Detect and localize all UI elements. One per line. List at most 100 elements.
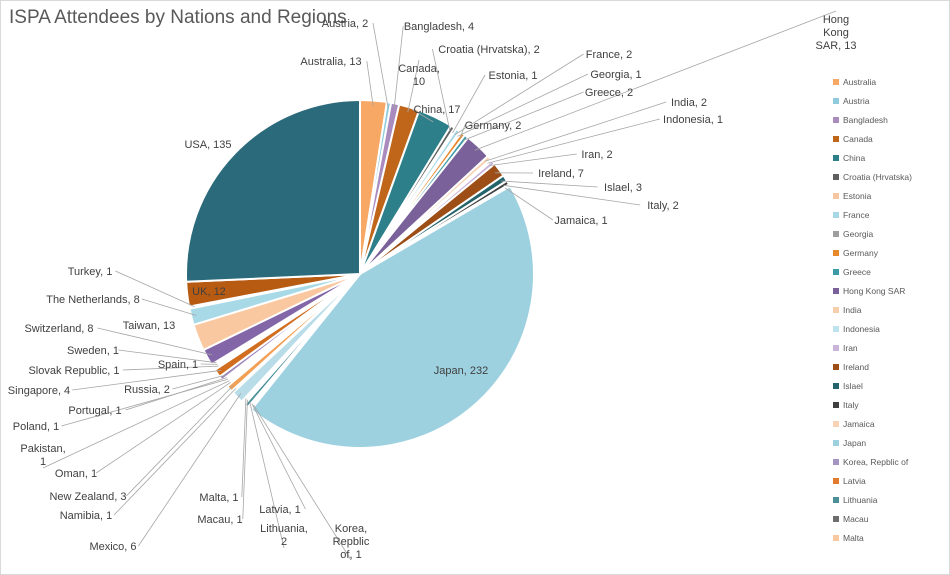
data-label-portugal: Portugal, 1 xyxy=(68,405,121,417)
legend-swatch xyxy=(833,306,839,313)
data-label-new-zealand: New Zealand, 3 xyxy=(49,491,126,503)
data-label-australia: Australia, 13 xyxy=(300,56,361,68)
legend-label: Iran xyxy=(843,342,858,353)
legend-item-japan: Japan xyxy=(833,433,945,452)
legend-label: China xyxy=(843,152,866,163)
data-label-singapore: Singapore, 4 xyxy=(8,385,70,397)
pie-slices xyxy=(185,98,535,449)
legend-item-ireland: Ireland xyxy=(833,357,945,376)
legend-item-malta: Malta xyxy=(833,528,945,547)
legend-swatch xyxy=(833,439,839,446)
legend-label: Malta xyxy=(843,532,864,543)
legend-label: Georgia xyxy=(843,228,874,239)
data-label-macau: Macau, 1 xyxy=(197,514,242,526)
legend-swatch xyxy=(833,173,839,180)
data-label-russia: Russia, 2 xyxy=(124,384,170,396)
leader-line-islael xyxy=(500,180,598,188)
leader-line-iran xyxy=(489,153,577,166)
legend-item-latvia: Latvia xyxy=(833,471,945,490)
legend-item-macau: Macau xyxy=(833,509,945,528)
leader-line-lithuania xyxy=(249,401,285,549)
leader-line-the-netherlands xyxy=(141,298,197,316)
data-label-japan: Japan, 232 xyxy=(434,365,488,377)
legend-swatch xyxy=(833,534,839,541)
legend-label: Italy xyxy=(843,399,859,410)
legend-label: Korea, Repblic of xyxy=(843,456,909,467)
legend-label: Germany xyxy=(843,247,878,258)
data-label-india: India, 2 xyxy=(671,97,707,109)
data-label-slovak-republic: Slovak Republic, 1 xyxy=(28,365,119,377)
data-label-taiwan: Taiwan, 13 xyxy=(123,320,176,332)
legend-swatch xyxy=(833,249,839,256)
leader-line-singapore xyxy=(72,369,222,391)
legend-swatch xyxy=(833,344,839,351)
legend-label: Japan xyxy=(843,437,867,448)
legend-label: Macau xyxy=(843,513,869,524)
legend-swatch xyxy=(833,401,839,408)
data-label-korea-repblic-of: Korea, Repblic of, 1 xyxy=(333,523,370,561)
data-label-mexico: Mexico, 6 xyxy=(89,541,136,553)
leader-line-italy xyxy=(503,184,641,206)
leader-line-indonesia xyxy=(487,118,660,164)
legend-item-bangladesh: Bangladesh xyxy=(833,110,945,129)
data-label-france: France, 2 xyxy=(586,49,632,61)
data-label-indonesia: Indonesia, 1 xyxy=(663,114,723,126)
legend-item-india: India xyxy=(833,300,945,319)
legend-swatch xyxy=(833,97,839,104)
data-label-sweden: Sweden, 1 xyxy=(67,345,119,357)
data-label-ireland: Ireland, 7 xyxy=(538,168,584,180)
legend-item-italy: Italy xyxy=(833,395,945,414)
legend-item-austria: Austria xyxy=(833,91,945,110)
legend-swatch xyxy=(833,78,839,85)
leader-line-estonia xyxy=(452,74,486,134)
data-label-georgia: Georgia, 1 xyxy=(590,69,641,81)
data-label-spain: Spain, 1 xyxy=(158,359,198,371)
leader-line-malta xyxy=(241,398,247,498)
legend-swatch xyxy=(833,135,839,142)
legend-swatch xyxy=(833,477,839,484)
leader-line-canada xyxy=(407,59,420,113)
legend-label: Bangladesh xyxy=(843,114,888,125)
legend-label: Greece xyxy=(843,266,871,277)
leader-line-austria xyxy=(372,22,389,108)
data-label-canada: Canada, 10 xyxy=(398,63,440,88)
data-label-switzerland: Switzerland, 8 xyxy=(24,323,93,335)
legend-label: France xyxy=(843,209,870,220)
data-label-jamaica: Jamaica, 1 xyxy=(554,215,607,227)
data-label-greece: Greece, 2 xyxy=(585,87,633,99)
data-label-iran: Iran, 2 xyxy=(581,149,612,161)
legend-swatch xyxy=(833,230,839,237)
leader-line-jamaica xyxy=(504,187,554,221)
legend-label: Jamaica xyxy=(843,418,875,429)
data-label-latvia: Latvia, 1 xyxy=(259,504,301,516)
pie-slice-japan xyxy=(249,184,535,449)
legend-item-indonesia: Indonesia xyxy=(833,319,945,338)
data-label-pakistan: Pakistan, 1 xyxy=(20,443,65,468)
legend-item-canada: Canada xyxy=(833,129,945,148)
leader-line-hong-kong-sar xyxy=(474,10,837,151)
leader-line-greece xyxy=(463,91,584,141)
leader-line-sweden xyxy=(118,349,217,364)
leader-line-korea-repblic-of xyxy=(253,404,352,561)
data-label-china: China, 17 xyxy=(413,104,460,116)
data-label-turkey: Turkey, 1 xyxy=(68,266,113,278)
leader-line-portugal xyxy=(125,377,227,411)
legend-swatch xyxy=(833,515,839,522)
leader-line-macau xyxy=(242,399,248,520)
data-label-usa: USA, 135 xyxy=(184,139,231,151)
data-label-islael: Islael, 3 xyxy=(604,182,642,194)
data-label-hong-kong-sar: Hong Kong SAR, 13 xyxy=(816,14,857,52)
data-label-the-netherlands: The Netherlands, 8 xyxy=(46,294,140,306)
legend-label: Hong Kong SAR xyxy=(843,285,906,296)
data-label-bangladesh: Bangladesh, 4 xyxy=(404,21,474,33)
legend-label: Australia xyxy=(843,76,877,87)
legend-item-china: China xyxy=(833,148,945,167)
legend-swatch xyxy=(833,192,839,199)
legend-label: Estonia xyxy=(843,190,872,201)
legend-label: Croatia (Hrvatska) xyxy=(843,171,912,182)
legend-item-france: France xyxy=(833,205,945,224)
leader-line-mexico xyxy=(138,393,242,547)
leader-line-poland xyxy=(61,378,229,427)
leader-line-bangladesh xyxy=(393,25,404,109)
legend-swatch xyxy=(833,496,839,503)
